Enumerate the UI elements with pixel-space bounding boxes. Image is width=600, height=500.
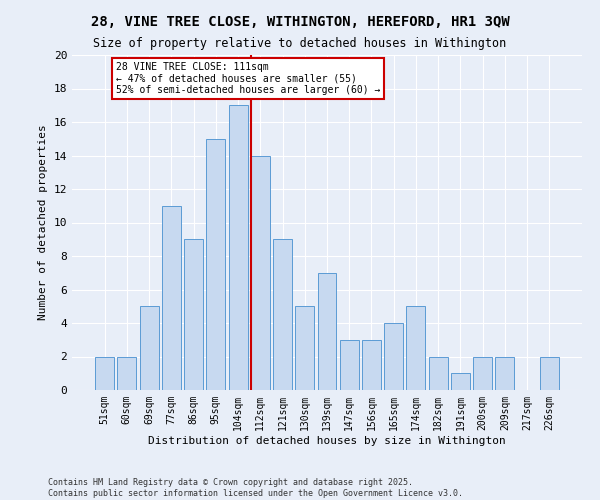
Text: 28 VINE TREE CLOSE: 111sqm
← 47% of detached houses are smaller (55)
52% of semi: 28 VINE TREE CLOSE: 111sqm ← 47% of deta… — [116, 62, 380, 95]
X-axis label: Distribution of detached houses by size in Withington: Distribution of detached houses by size … — [148, 436, 506, 446]
Bar — [140, 306, 158, 390]
Bar — [162, 206, 181, 390]
Y-axis label: Number of detached properties: Number of detached properties — [38, 124, 48, 320]
Bar — [273, 240, 292, 390]
Text: 28, VINE TREE CLOSE, WITHINGTON, HEREFORD, HR1 3QW: 28, VINE TREE CLOSE, WITHINGTON, HEREFOR… — [91, 15, 509, 29]
Bar — [429, 356, 448, 390]
Bar — [118, 356, 136, 390]
Bar — [406, 306, 425, 390]
Text: Contains HM Land Registry data © Crown copyright and database right 2025.
Contai: Contains HM Land Registry data © Crown c… — [48, 478, 463, 498]
Bar — [473, 356, 492, 390]
Bar — [184, 240, 203, 390]
Bar — [95, 356, 114, 390]
Bar — [295, 306, 314, 390]
Text: Size of property relative to detached houses in Withington: Size of property relative to detached ho… — [94, 38, 506, 51]
Bar — [540, 356, 559, 390]
Bar — [451, 373, 470, 390]
Bar — [206, 138, 225, 390]
Bar — [251, 156, 270, 390]
Bar — [496, 356, 514, 390]
Bar — [229, 106, 248, 390]
Bar — [384, 323, 403, 390]
Bar — [362, 340, 381, 390]
Bar — [340, 340, 359, 390]
Bar — [317, 273, 337, 390]
